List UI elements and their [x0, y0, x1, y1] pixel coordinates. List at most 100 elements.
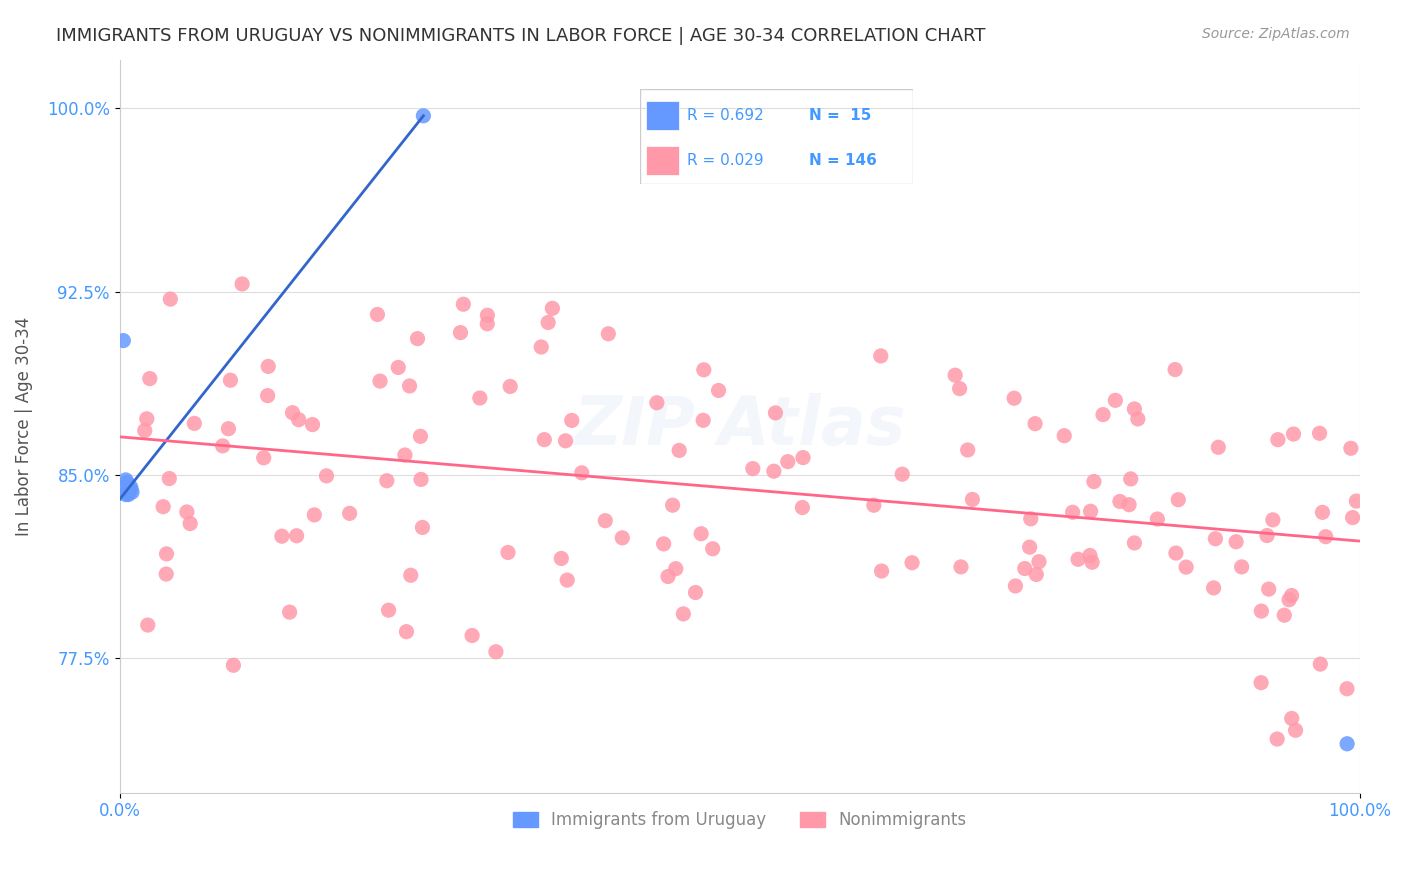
Point — [1284, 723, 1306, 738]
Point — [1272, 608, 1295, 623]
Point — [741, 461, 763, 475]
Point — [668, 443, 690, 458]
Point — [114, 480, 136, 494]
Point — [1175, 560, 1198, 574]
Point — [339, 507, 361, 521]
Point — [1336, 681, 1358, 696]
Point — [315, 468, 337, 483]
Point — [499, 379, 522, 393]
Point — [253, 450, 276, 465]
Point — [949, 382, 972, 396]
Point — [1024, 417, 1046, 431]
Point — [179, 516, 201, 531]
Point — [157, 471, 180, 485]
Point — [453, 297, 475, 311]
Point — [891, 467, 914, 482]
Point — [1309, 657, 1331, 671]
Point — [1081, 555, 1104, 569]
Point — [287, 413, 309, 427]
Point — [1267, 433, 1289, 447]
Text: ZIP Atlas: ZIP Atlas — [574, 393, 905, 459]
Point — [285, 529, 308, 543]
Point — [1146, 512, 1168, 526]
Point — [571, 466, 593, 480]
Point — [1126, 412, 1149, 426]
Point — [394, 448, 416, 462]
Text: IMMIGRANTS FROM URUGUAY VS NONIMMIGRANTS IN LABOR FORCE | AGE 30-34 CORRELATION : IMMIGRANTS FROM URUGUAY VS NONIMMIGRANTS… — [56, 27, 986, 45]
Point — [555, 573, 578, 587]
Point — [1053, 428, 1076, 442]
Point — [1341, 510, 1364, 524]
Point — [112, 334, 135, 348]
Point — [901, 556, 924, 570]
Point — [222, 658, 245, 673]
Point — [598, 326, 620, 341]
Point — [685, 585, 707, 599]
Point — [1282, 427, 1305, 442]
Y-axis label: In Labor Force | Age 30-34: In Labor Force | Age 30-34 — [15, 317, 32, 536]
Point — [530, 340, 553, 354]
Point — [1062, 505, 1084, 519]
Point — [115, 475, 138, 490]
Point — [395, 624, 418, 639]
Point — [554, 434, 576, 448]
Point — [657, 569, 679, 583]
Point — [398, 379, 420, 393]
Point — [1281, 589, 1303, 603]
Point — [301, 417, 323, 432]
Point — [1256, 528, 1278, 542]
Point — [1250, 604, 1272, 618]
Point — [702, 541, 724, 556]
Point — [693, 363, 716, 377]
Point — [762, 464, 785, 478]
Point — [612, 531, 634, 545]
Point — [561, 413, 583, 427]
Point — [217, 422, 239, 436]
Point — [1014, 561, 1036, 575]
Point — [533, 433, 555, 447]
Point — [1265, 732, 1288, 747]
Point — [1257, 582, 1279, 596]
Point — [211, 439, 233, 453]
Point — [1104, 393, 1126, 408]
Point — [962, 492, 984, 507]
Point — [118, 483, 141, 497]
Point — [278, 605, 301, 619]
Point — [134, 424, 156, 438]
Point — [862, 498, 884, 512]
Point — [114, 487, 136, 501]
Point — [377, 603, 399, 617]
Point — [117, 483, 139, 497]
Point — [1002, 391, 1025, 405]
Point — [1340, 442, 1362, 456]
Point — [1312, 505, 1334, 519]
Point — [1204, 532, 1226, 546]
Point — [406, 332, 429, 346]
Point — [692, 413, 714, 427]
Point — [1028, 555, 1050, 569]
Point — [541, 301, 564, 316]
Point — [1019, 512, 1042, 526]
Point — [468, 391, 491, 405]
Point — [1004, 579, 1026, 593]
Point — [412, 109, 434, 123]
Point — [1202, 581, 1225, 595]
Point — [1083, 475, 1105, 489]
Point — [399, 568, 422, 582]
Point — [231, 277, 253, 291]
Point — [776, 455, 799, 469]
Point — [1118, 498, 1140, 512]
Point — [707, 384, 730, 398]
Point — [155, 547, 177, 561]
Point — [956, 442, 979, 457]
Point — [368, 374, 391, 388]
Point — [869, 349, 891, 363]
Point — [135, 412, 157, 426]
Point — [121, 485, 143, 500]
Point — [496, 545, 519, 559]
Point — [375, 474, 398, 488]
Point — [387, 360, 409, 375]
Point — [1315, 530, 1337, 544]
Point — [1025, 567, 1047, 582]
Point — [1078, 549, 1101, 563]
